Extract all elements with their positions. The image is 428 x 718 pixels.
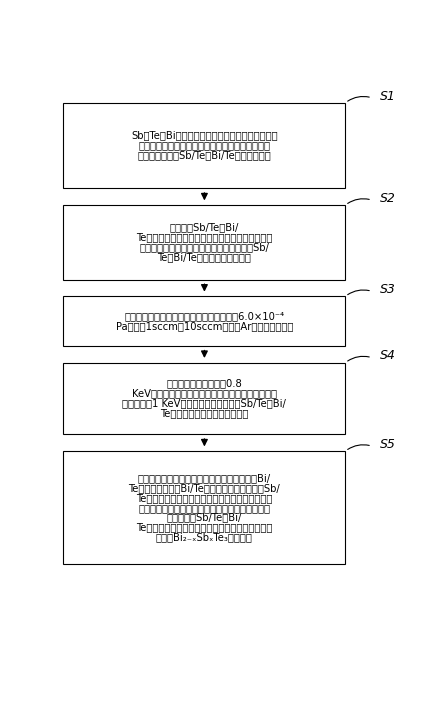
Text: S5: S5 [380,438,396,451]
FancyBboxPatch shape [63,205,345,280]
Text: 体能量低于1 KeV的主溅射离子源分别对Sb/Te和Bi/: 体能量低于1 KeV的主溅射离子源分别对Sb/Te和Bi/ [122,398,286,409]
Text: 的成分比例，在镀制完成后，在同一真空环境下对: 的成分比例，在镀制完成后，在同一真空环境下对 [138,503,270,513]
Text: Pa，流量1sccm到10⁠sccm的高纯Ar气作为工作气体: Pa，流量1sccm到10⁠sccm的高纯Ar气作为工作气体 [116,321,293,331]
Text: Te合金叠层薄膜，通过溅射各靶材时间控制各元素: Te合金叠层薄膜，通过溅射各靶材时间控制各元素 [136,493,273,503]
Text: Te合金薄膜，再在Bi/Te合金薄膜上镀制上一层Sb/: Te合金薄膜，再在Bi/Te合金薄膜上镀制上一层Sb/ [128,482,280,493]
FancyBboxPatch shape [63,363,345,434]
Text: 例的组合，形成Sb/Te和Bi/Te二元复合靶材: 例的组合，形成Sb/Te和Bi/Te二元复合靶材 [137,151,271,161]
Text: Te二元复合靶材固定于多工位离子束溅射系统的其: Te二元复合靶材固定于多工位离子束溅射系统的其 [136,233,273,243]
Text: Te和Bi/Te二元复合靶材不掉落: Te和Bi/Te二元复合靶材不掉落 [158,252,251,262]
Text: Te合金叠层薄膜进行不同条件的高真空热处理，从: Te合金叠层薄膜进行不同条件的高真空热处理，从 [136,523,273,533]
Text: Sb、Te、Bi单质靶作为溅射靶材，将靶材进行切割: Sb、Te、Bi单质靶作为溅射靶材，将靶材进行切割 [131,131,278,141]
Text: 对基片进行超声波清洗，以本底真空度高于6.0×10⁻⁴: 对基片进行超声波清洗，以本底真空度高于6.0×10⁻⁴ [125,311,285,321]
Text: 将上述的Sb/Te和Bi/: 将上述的Sb/Te和Bi/ [170,223,239,233]
Text: 中两个转靶架上待溅射，保证在转动靶位时Sb/: 中两个转靶架上待溅射，保证在转动靶位时Sb/ [140,242,269,252]
FancyBboxPatch shape [63,103,345,188]
Text: 、并按照所需求的元素比例，进行一定靶材面积比: 、并按照所需求的元素比例，进行一定靶材面积比 [138,141,270,151]
Text: KeV的辅助离子源对基片进行预处理，再采用等离子: KeV的辅助离子源对基片进行预处理，再采用等离子 [132,388,277,398]
Text: 而生成Bi₂₋ₓSbₓTe₃热电薄膜: 而生成Bi₂₋ₓSbₓTe₃热电薄膜 [156,533,253,543]
Text: S1: S1 [380,90,396,103]
Text: S3: S3 [380,283,396,296]
Text: S2: S2 [380,192,396,205]
Text: 采用离子束溅射首先在绣缘材底上镀制上一层Bi/: 采用离子束溅射首先在绣缘材底上镀制上一层Bi/ [138,473,271,483]
FancyBboxPatch shape [63,451,345,564]
Text: S4: S4 [380,350,396,363]
Text: Te二元复合靶材进行表面预处理: Te二元复合靶材进行表面预处理 [160,409,249,419]
FancyBboxPatch shape [63,297,345,346]
Text: 采用等离子体能量低于0.8: 采用等离子体能量低于0.8 [166,378,242,388]
Text: 离子束溅射Sb/Te和Bi/: 离子束溅射Sb/Te和Bi/ [167,513,242,523]
